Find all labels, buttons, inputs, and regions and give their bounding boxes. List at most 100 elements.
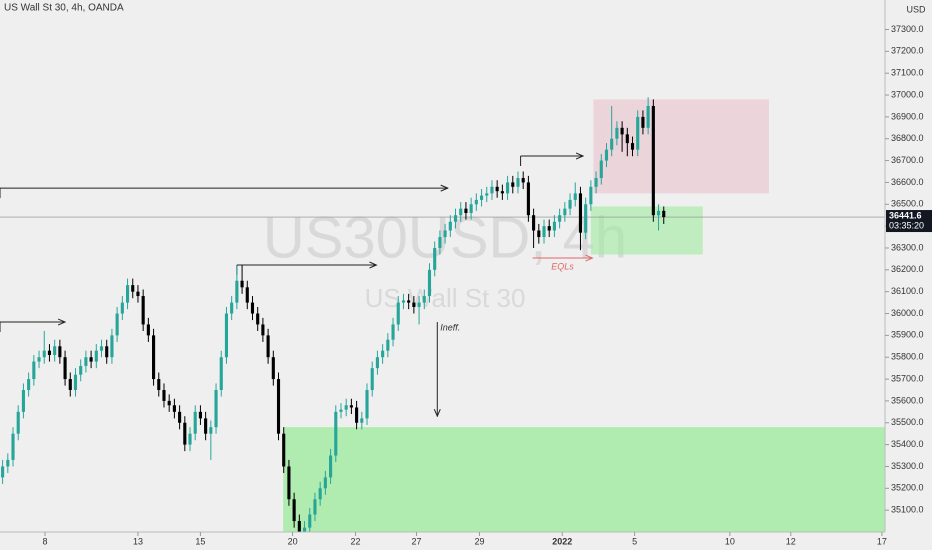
candle-body — [115, 313, 119, 336]
candle-body — [183, 422, 187, 445]
y-tick-label: 36900.0 — [891, 111, 924, 121]
candle-body — [630, 143, 635, 150]
candle-body — [651, 105, 655, 216]
price-axis-bg — [885, 0, 932, 550]
candle-body — [240, 280, 244, 288]
candle-body — [250, 302, 255, 314]
candle-body — [506, 182, 510, 194]
candle-body — [308, 514, 312, 528]
countdown: 03:35:20 — [889, 220, 924, 230]
candle-body — [157, 379, 161, 390]
x-tick-label: 15 — [195, 536, 205, 546]
eqls-label: EQLs — [551, 261, 574, 271]
y-tick-label: 36700.0 — [891, 155, 924, 165]
x-tick-label: 13 — [133, 536, 143, 546]
candle-body — [172, 405, 176, 412]
candle-body — [412, 302, 416, 307]
price-label-box — [886, 210, 932, 233]
candle-body — [193, 411, 197, 434]
y-tick-label: 35500.0 — [891, 417, 924, 427]
candle-body — [261, 324, 265, 336]
candle-body — [391, 324, 395, 340]
candle-body — [656, 210, 661, 216]
zone — [283, 427, 885, 532]
candle-body — [594, 178, 598, 187]
candle-body — [396, 302, 400, 325]
candle-body — [105, 346, 109, 358]
candle-body — [448, 221, 452, 231]
candle-body — [370, 368, 374, 390]
candle-body — [110, 335, 114, 358]
candle-body — [329, 455, 333, 478]
y-tick-label: 35700.0 — [891, 373, 924, 383]
candle-body — [188, 433, 192, 445]
candle-body — [198, 411, 202, 419]
candle-body — [516, 178, 520, 187]
candle-body — [339, 409, 343, 412]
y-tick-label: 35600.0 — [891, 395, 924, 405]
candle-body — [537, 230, 541, 238]
candle-body — [584, 204, 588, 233]
candle-body — [552, 221, 556, 231]
x-tick-label: 29 — [474, 536, 484, 546]
candle-body — [641, 116, 645, 128]
candle-body — [266, 335, 270, 358]
y-tick-label: 35800.0 — [891, 352, 924, 362]
candle-body — [146, 324, 150, 336]
candle-body — [578, 193, 583, 233]
candle-body — [16, 411, 20, 434]
candle-body — [547, 226, 551, 231]
candle-body — [162, 389, 166, 401]
x-tick-label: 20 — [288, 536, 298, 546]
candle-body — [99, 346, 104, 351]
candle-body — [141, 296, 145, 325]
y-tick-label: 37200.0 — [891, 46, 924, 56]
candle-body — [662, 210, 666, 218]
candle-body — [479, 195, 484, 200]
candle-body — [131, 285, 135, 292]
candle-body — [526, 182, 530, 216]
x-tick-label: 27 — [411, 536, 421, 546]
candle-body — [485, 193, 489, 196]
y-tick-label: 35100.0 — [891, 505, 924, 515]
candle-body — [381, 350, 385, 358]
candle-body — [11, 433, 15, 460]
candle-body — [474, 199, 478, 205]
candle-body — [21, 389, 25, 412]
candle-body — [47, 350, 52, 356]
y-tick-label: 35300.0 — [891, 461, 924, 471]
candle-body — [407, 300, 411, 303]
x-tick-label: 12 — [786, 536, 796, 546]
candle-body — [438, 237, 442, 248]
candle-body — [563, 208, 567, 216]
y-tick-label: 36000.0 — [891, 308, 924, 318]
candle-body — [178, 411, 182, 423]
candle-body — [63, 357, 67, 380]
candle-body — [125, 285, 130, 303]
candle-body — [495, 186, 499, 192]
candle-body — [6, 459, 10, 467]
candle-body — [625, 134, 629, 144]
candle-body — [589, 186, 593, 205]
candle-body — [542, 226, 546, 238]
y-tick-label: 36100.0 — [891, 286, 924, 296]
candle-body — [365, 389, 369, 419]
candle-body — [313, 499, 317, 515]
y-axis-label: USD — [906, 4, 926, 14]
candle-body — [558, 215, 562, 222]
y-tick-label: 35200.0 — [891, 483, 924, 493]
ineff-label: Ineff. — [440, 322, 460, 332]
candle-body — [323, 477, 327, 489]
candle-body — [167, 400, 171, 406]
candle-body — [453, 215, 458, 222]
y-tick-label: 36500.0 — [891, 199, 924, 209]
y-tick-label: 37300.0 — [891, 24, 924, 34]
candle-body — [355, 407, 359, 423]
x-tick-label: 22 — [351, 536, 361, 546]
candle-body — [292, 499, 296, 522]
candle-body — [334, 411, 338, 456]
y-tick-label: 35900.0 — [891, 330, 924, 340]
candle-body — [360, 418, 364, 423]
candle-body — [89, 357, 93, 362]
candle-body — [599, 160, 603, 179]
